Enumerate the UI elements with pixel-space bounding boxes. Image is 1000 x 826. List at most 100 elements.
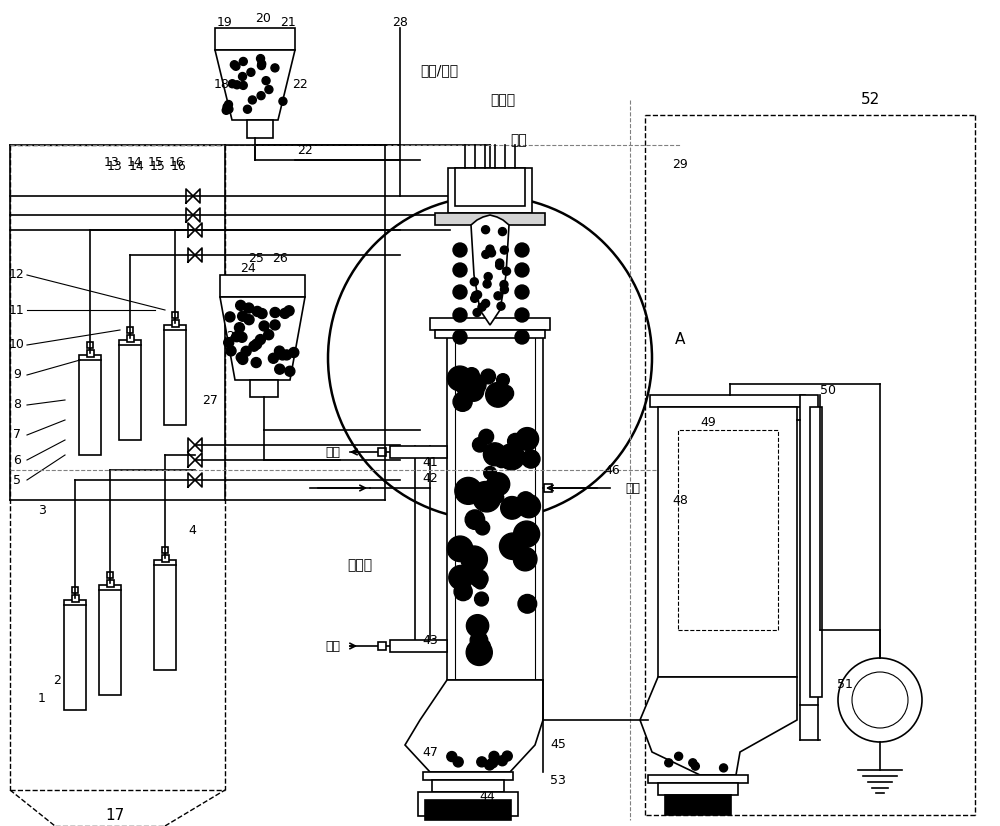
Circle shape [475, 520, 490, 535]
Circle shape [474, 291, 482, 299]
Bar [423, 772, 513, 780]
Text: 13: 13 [104, 155, 120, 169]
Bar [418, 792, 518, 816]
Circle shape [236, 353, 246, 363]
Text: 49: 49 [700, 416, 716, 430]
Circle shape [225, 105, 233, 113]
Bar [678, 430, 778, 630]
Circle shape [473, 438, 487, 452]
Circle shape [497, 302, 505, 311]
Bar [455, 168, 525, 206]
Circle shape [241, 346, 251, 356]
Bar [250, 380, 278, 397]
Circle shape [852, 672, 908, 728]
Circle shape [469, 620, 486, 638]
Polygon shape [220, 297, 305, 380]
Circle shape [515, 285, 529, 299]
Circle shape [238, 354, 248, 364]
Circle shape [453, 243, 467, 257]
Circle shape [262, 77, 270, 84]
Circle shape [482, 250, 490, 259]
Circle shape [225, 312, 235, 322]
Circle shape [259, 321, 269, 331]
Text: 46: 46 [604, 463, 620, 477]
Bar [435, 330, 545, 338]
Text: 26: 26 [272, 251, 288, 264]
Circle shape [483, 280, 491, 288]
Text: 53: 53 [550, 773, 566, 786]
Circle shape [236, 301, 246, 311]
Text: 16: 16 [169, 155, 185, 169]
Circle shape [497, 756, 507, 766]
Circle shape [473, 484, 501, 512]
Circle shape [518, 595, 537, 613]
Circle shape [513, 548, 537, 571]
Circle shape [501, 496, 523, 520]
Text: 47: 47 [422, 746, 438, 758]
Circle shape [244, 303, 254, 313]
Circle shape [474, 577, 486, 589]
Circle shape [268, 354, 278, 363]
Text: 13: 13 [107, 160, 123, 173]
Circle shape [237, 332, 247, 342]
Text: 22: 22 [297, 144, 313, 156]
Text: 21: 21 [280, 16, 296, 29]
Circle shape [484, 273, 492, 281]
Text: 15: 15 [150, 160, 166, 173]
Bar [64, 600, 86, 710]
Circle shape [495, 455, 508, 468]
Circle shape [255, 335, 265, 344]
Circle shape [447, 366, 472, 391]
Circle shape [522, 450, 540, 468]
Bar [106, 580, 114, 586]
Circle shape [486, 245, 494, 253]
Circle shape [244, 315, 254, 325]
Text: 52: 52 [860, 93, 880, 107]
Text: A: A [675, 333, 685, 348]
Circle shape [252, 306, 262, 316]
Circle shape [479, 430, 494, 444]
Text: 7: 7 [13, 429, 21, 442]
Text: 48: 48 [672, 493, 688, 506]
Text: 24: 24 [240, 262, 256, 274]
Circle shape [453, 392, 472, 411]
Text: 22: 22 [292, 78, 308, 92]
Circle shape [270, 307, 280, 317]
Circle shape [247, 69, 255, 76]
Circle shape [252, 339, 262, 349]
Bar [72, 595, 78, 601]
Circle shape [285, 366, 295, 377]
Circle shape [473, 309, 481, 316]
Text: 出水: 出水 [325, 445, 340, 458]
Text: 8: 8 [13, 398, 21, 411]
Circle shape [513, 550, 529, 566]
Circle shape [494, 292, 502, 300]
Circle shape [470, 278, 478, 286]
Text: 18: 18 [214, 78, 230, 92]
Circle shape [278, 350, 288, 360]
Bar [162, 547, 168, 553]
Circle shape [481, 369, 495, 384]
Circle shape [497, 373, 509, 387]
Circle shape [230, 61, 238, 69]
Circle shape [239, 73, 247, 80]
Circle shape [232, 62, 240, 70]
Text: 4: 4 [188, 524, 196, 537]
Circle shape [257, 55, 265, 63]
Circle shape [449, 566, 473, 590]
Bar [810, 407, 822, 697]
Circle shape [239, 82, 247, 89]
Circle shape [500, 246, 508, 254]
Bar [658, 783, 738, 795]
Bar [435, 213, 545, 225]
Circle shape [502, 751, 512, 761]
Circle shape [453, 285, 467, 299]
Bar [126, 335, 134, 341]
Bar [544, 484, 552, 492]
Circle shape [453, 308, 467, 322]
Circle shape [514, 521, 540, 547]
Text: 19: 19 [217, 16, 233, 29]
Bar [800, 395, 818, 705]
Text: 中心气: 中心气 [490, 93, 515, 107]
Circle shape [239, 58, 247, 65]
